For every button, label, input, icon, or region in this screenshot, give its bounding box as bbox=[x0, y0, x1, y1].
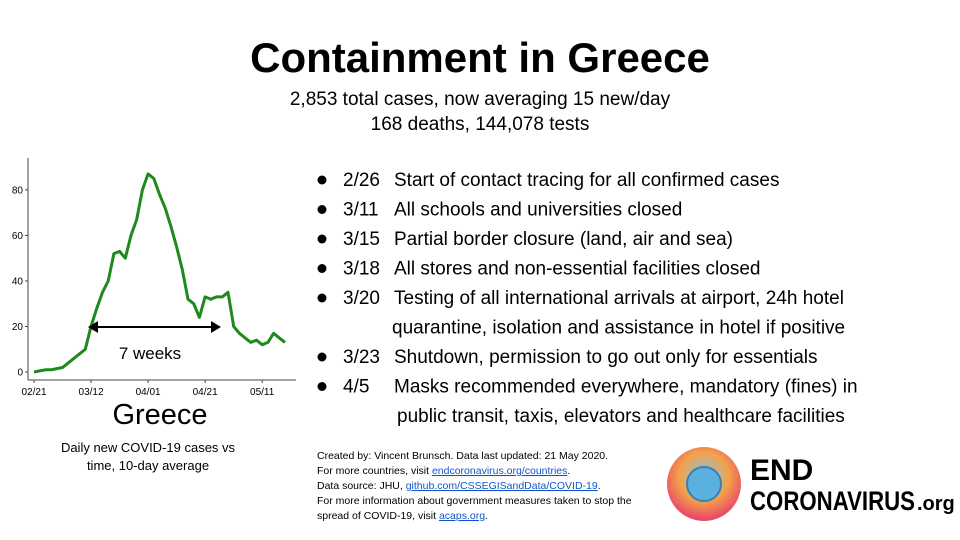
footer-text: spread of COVID-19, visit bbox=[317, 510, 439, 522]
footer-line: For more information about government me… bbox=[317, 495, 632, 507]
annotation: 7 weeks bbox=[119, 344, 181, 363]
event-text: public transit, taxis, elevators and hea… bbox=[397, 406, 845, 427]
y-tick-label: 20 bbox=[12, 322, 24, 333]
footer-line: For more countries, visit endcoronavirus… bbox=[317, 465, 570, 477]
footer-text: For more countries, visit bbox=[317, 465, 432, 477]
y-tick-label: 40 bbox=[12, 276, 24, 287]
footer-text: . bbox=[485, 510, 488, 522]
chart: 0 20 40 60 80 02/21 03/12 04/01 04/21 05/11 7 week… bbox=[12, 158, 296, 473]
footer: Created by: Vincent Brunsch. Data last u… bbox=[317, 450, 632, 522]
subtitle: 168 deaths, 144,078 tests bbox=[371, 114, 590, 135]
event-text: Partial border closure (land, air and se… bbox=[394, 229, 733, 250]
footer-line: Created by: Vincent Brunsch. Data last u… bbox=[317, 450, 608, 462]
event-text: All schools and universities closed bbox=[394, 200, 682, 221]
footer-line: spread of COVID-19, visit acaps.org. bbox=[317, 510, 488, 522]
event-date: 3/20 bbox=[343, 288, 380, 309]
event-date: 3/18 bbox=[343, 259, 380, 280]
footer-link[interactable]: github.com/CSSEGISandData/COVID-19 bbox=[406, 480, 598, 492]
event-date: 3/15 bbox=[343, 229, 380, 250]
bullet bbox=[317, 293, 327, 303]
logo-suffix: .org bbox=[917, 493, 955, 515]
x-tick-label: 04/21 bbox=[193, 387, 218, 398]
subtitle: 2,853 total cases, now averaging 15 new/… bbox=[290, 89, 671, 110]
bullet bbox=[317, 234, 327, 244]
event-list: 2/26 Start of contact tracing for all con… bbox=[317, 170, 858, 427]
event-text: Start of contact tracing for all confirm… bbox=[394, 170, 779, 191]
logo-text: CORONAVIRUS bbox=[750, 486, 915, 516]
title: Containment in Greece bbox=[250, 34, 710, 81]
chart-caption: time, 10-day average bbox=[87, 458, 209, 473]
event-text: Testing of all international arrivals at… bbox=[394, 288, 844, 309]
bullet bbox=[317, 352, 327, 362]
event-date: 2/26 bbox=[343, 170, 380, 191]
x-tick-label: 03/12 bbox=[79, 387, 104, 398]
bullet bbox=[317, 175, 327, 185]
footer-text: . bbox=[598, 480, 601, 492]
event-text: All stores and non-essential facilities … bbox=[394, 259, 760, 280]
bullet bbox=[317, 382, 327, 391]
x-tick-label: 05/11 bbox=[250, 387, 275, 398]
footer-link[interactable]: endcoronavirus.org/countries bbox=[432, 465, 567, 477]
logo-text: END bbox=[750, 454, 813, 487]
footer-text: For more information about government me… bbox=[317, 495, 632, 507]
footer-text: Data source: JHU, bbox=[317, 480, 406, 492]
logo: END CORONAVIRUS .org bbox=[667, 447, 955, 521]
line-series bbox=[33, 172, 286, 374]
footer-line: Data source: JHU, github.com/CSSEGISandD… bbox=[317, 480, 601, 492]
event-text: quarantine, isolation and assistance in … bbox=[392, 318, 845, 339]
event-date: 3/11 bbox=[343, 200, 379, 221]
y-tick-label: 80 bbox=[12, 185, 24, 196]
y-tick-label: 0 bbox=[17, 368, 23, 379]
y-tick-label: 60 bbox=[12, 231, 24, 242]
footer-text: . bbox=[567, 465, 570, 477]
x-tick-label: 04/01 bbox=[136, 387, 161, 398]
footer-link[interactable]: acaps.org bbox=[439, 510, 485, 522]
bullet bbox=[317, 205, 327, 214]
arrow-head bbox=[88, 321, 98, 333]
event-text: Masks recommended everywhere, mandatory … bbox=[394, 377, 858, 398]
logo-virus bbox=[686, 466, 722, 502]
x-tick-label: 02/21 bbox=[21, 387, 46, 398]
footer-text: Created by: Vincent Brunsch. Data last u… bbox=[317, 450, 608, 462]
chart-label: Greece bbox=[112, 399, 207, 431]
event-text: Shutdown, permission to go out only for … bbox=[394, 347, 818, 368]
chart-caption: Daily new COVID-19 cases vs bbox=[61, 440, 236, 455]
arrow-head bbox=[211, 321, 221, 333]
bullet bbox=[317, 264, 327, 273]
event-date: 3/23 bbox=[343, 347, 380, 368]
event-date: 4/5 bbox=[343, 377, 369, 398]
